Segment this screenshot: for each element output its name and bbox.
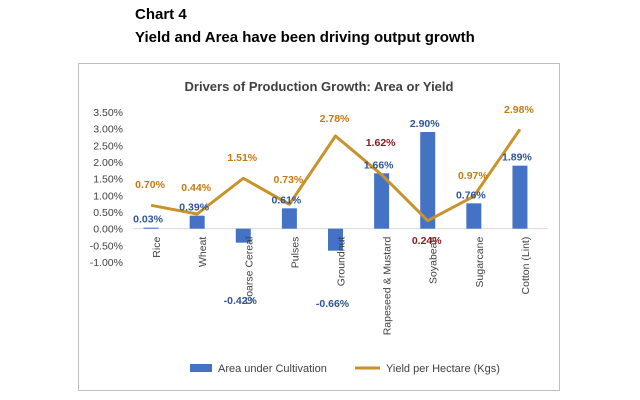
yield-data-label: 2.98% — [504, 104, 534, 116]
area-bar — [512, 165, 528, 229]
category-label: Rapeseed & Mustard — [382, 237, 394, 336]
area-data-label: -0.66% — [316, 298, 350, 310]
y-tick-label: 1.00% — [93, 190, 123, 202]
y-tick-label: 0.00% — [93, 224, 123, 236]
area-data-label: 0.76% — [456, 189, 486, 201]
y-tick-label: 2.50% — [93, 140, 123, 152]
page-subtitle: Yield and Area have been driving output … — [135, 29, 475, 46]
y-tick-label: 1.50% — [93, 174, 123, 186]
area-bar — [374, 173, 390, 229]
area-data-label: 2.90% — [410, 118, 440, 130]
area-data-label: 0.61% — [271, 194, 301, 206]
y-tick-label: -0.50% — [90, 240, 123, 252]
area-bar — [235, 228, 251, 243]
chart-number: Chart 4 — [135, 6, 187, 23]
category-label: Coarse Cereal — [243, 237, 255, 305]
area-data-label: -0.42% — [224, 295, 258, 307]
area-data-label: 0.03% — [133, 214, 163, 226]
category-label: Pulses — [289, 237, 301, 269]
area-bar — [466, 203, 482, 229]
legend-label-yield: Yield per Hectare (Kgs) — [386, 363, 500, 375]
y-tick-label: -1.00% — [90, 257, 123, 269]
area-data-label: 1.89% — [502, 152, 532, 164]
area-bar — [420, 132, 436, 229]
category-label: Soyabean — [428, 237, 440, 284]
area-bar — [328, 228, 343, 251]
area-bar — [281, 208, 297, 229]
yield-line — [150, 128, 522, 223]
yield-data-label: 1.62% — [366, 137, 396, 149]
area-bar — [143, 227, 159, 229]
yield-data-label: 0.97% — [458, 170, 488, 182]
y-tick-label: 2.00% — [93, 157, 123, 169]
legend-swatch-area — [190, 364, 212, 372]
y-tick-label: 3.50% — [93, 107, 123, 119]
yield-data-label: 1.51% — [227, 152, 257, 164]
y-tick-label: 3.00% — [93, 124, 123, 136]
chart-title: Drivers of Production Growth: Area or Yi… — [185, 79, 454, 94]
y-tick-label: 0.50% — [93, 207, 123, 219]
category-label: Sugarcane — [474, 237, 486, 288]
area-data-label: 1.66% — [364, 159, 394, 171]
yield-data-label: 0.70% — [135, 179, 165, 191]
category-label: Rice — [151, 237, 163, 258]
area-data-label: 0.39% — [179, 202, 209, 214]
yield-data-label: 0.24% — [412, 235, 442, 247]
category-label: Groundnut — [336, 237, 348, 287]
category-label: Wheat — [197, 237, 209, 267]
area-bar — [189, 215, 205, 229]
yield-data-label: 2.78% — [320, 113, 350, 125]
category-label: Cotton (Lint) — [520, 237, 532, 295]
yield-data-label: 0.44% — [181, 182, 211, 194]
yield-data-label: 0.73% — [273, 174, 303, 186]
legend-label-area: Area under Cultivation — [218, 363, 327, 375]
